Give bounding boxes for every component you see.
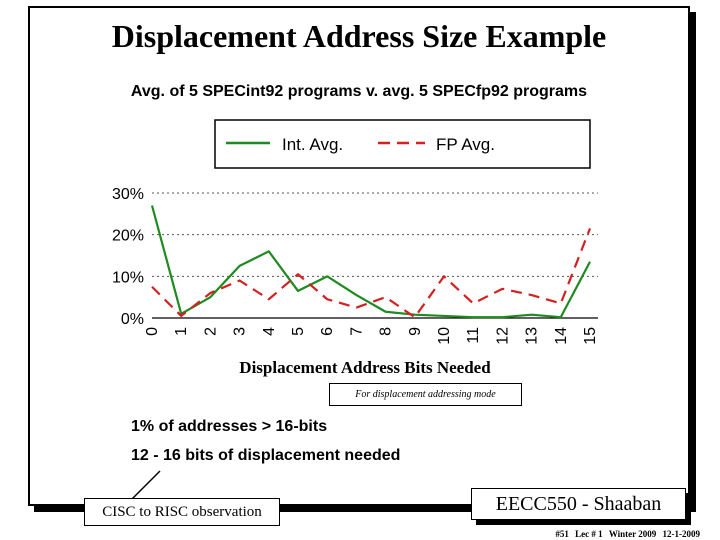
- x-tick-label: 5: [290, 327, 307, 336]
- x-tick-label: 6: [319, 327, 336, 336]
- footer-slide-number: #51: [555, 529, 569, 539]
- bullet-text-2: 12 - 16 bits of displacement needed: [131, 447, 401, 464]
- course-box: EECC550 - Shaaban: [471, 488, 686, 520]
- x-tick-label: 3: [232, 327, 249, 336]
- x-tick-label: 2: [202, 327, 219, 336]
- note-box: For displacement addressing mode: [329, 383, 522, 406]
- slide-frame: [28, 6, 690, 506]
- callout-box: CISC to RISC observation: [84, 498, 280, 526]
- x-tick-label: 10: [436, 327, 453, 345]
- series-line-int: [150, 205, 591, 319]
- x-tick-label: 0: [144, 327, 161, 336]
- x-tick-label: 15: [582, 327, 599, 345]
- x-tick-label: 14: [553, 327, 570, 345]
- x-tick-label: 1: [173, 327, 190, 336]
- x-tick-label: 9: [407, 327, 424, 336]
- x-tick-label: 8: [378, 327, 395, 336]
- x-tick-label: 11: [465, 327, 482, 344]
- slide-footer: #51 Lec # 1 Winter 2009 12-1-2009: [440, 529, 700, 539]
- y-tick-label: 0%: [121, 311, 144, 328]
- legend-label: FP Avg.: [436, 135, 495, 154]
- legend-label: Int. Avg.: [282, 135, 343, 154]
- y-tick-label: 30%: [112, 186, 144, 203]
- x-tick-label: 4: [261, 327, 278, 336]
- y-tick-label: 10%: [112, 269, 144, 286]
- x-tick-label: 13: [524, 327, 541, 345]
- x-tick-label: 7: [348, 327, 365, 336]
- footer-lecture: Lec # 1: [575, 529, 603, 539]
- footer-date: 12-1-2009: [662, 529, 701, 539]
- y-tick-label: 20%: [112, 228, 144, 245]
- footer-term: Winter 2009: [608, 529, 657, 539]
- x-tick-label: 12: [494, 327, 511, 345]
- series-line-fp: [151, 228, 592, 319]
- bullet-text-1: 1% of addresses > 16-bits: [131, 418, 328, 435]
- slide-subtitle: Avg. of 5 SPECint92 programs v. avg. 5 S…: [130, 83, 588, 100]
- slide-title: Displacement Address Size Example: [111, 18, 607, 54]
- x-axis-label: Displacement Address Bits Needed: [239, 358, 491, 377]
